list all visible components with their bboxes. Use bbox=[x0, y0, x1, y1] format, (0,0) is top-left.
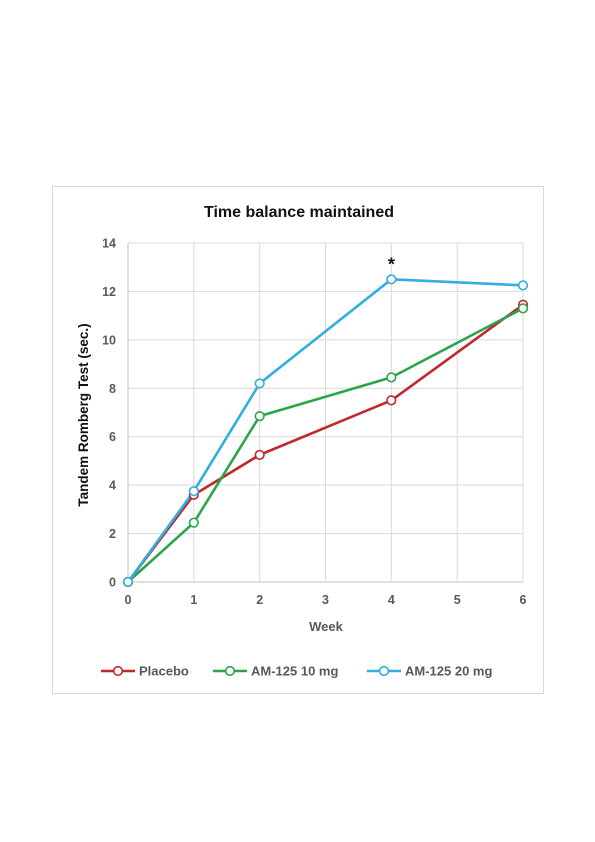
x-tick-label: 0 bbox=[125, 593, 132, 607]
series-point-2 bbox=[188, 486, 199, 497]
y-axis-label: Tandem Romberg Test (sec.) bbox=[76, 323, 91, 506]
series-point-2 bbox=[254, 378, 265, 389]
y-tick-label: 6 bbox=[109, 430, 116, 444]
y-tick-label: 10 bbox=[102, 333, 116, 347]
x-tick-label: 3 bbox=[322, 593, 329, 607]
series-point-0 bbox=[254, 449, 265, 460]
legend-swatch-marker bbox=[378, 665, 390, 677]
legend: Placebo AM-125 10 mg AM-125 20 mg bbox=[101, 664, 492, 679]
legend-label: AM-125 10 mg bbox=[251, 664, 338, 679]
annotation-mark: * bbox=[388, 254, 395, 274]
x-tick-label: 4 bbox=[388, 593, 395, 607]
chart-frame: Time balance maintained 0 2 4 6 8 10 12 14 0 1 2 3 4… bbox=[52, 186, 544, 694]
y-tick-label: 12 bbox=[102, 285, 116, 299]
x-tick-label: 5 bbox=[454, 593, 461, 607]
legend-swatch-marker bbox=[112, 665, 124, 677]
y-tick-label: 8 bbox=[109, 382, 116, 396]
series-point-2 bbox=[517, 280, 529, 291]
x-tick-label: 6 bbox=[520, 593, 527, 607]
series-point-1 bbox=[386, 372, 397, 383]
x-axis-label: Week bbox=[309, 619, 343, 634]
y-tick-label: 0 bbox=[109, 576, 116, 590]
series-point-1 bbox=[254, 411, 265, 422]
chart-title: Time balance maintained bbox=[204, 204, 394, 221]
x-tick-label: 2 bbox=[256, 593, 263, 607]
series-point-2 bbox=[122, 576, 134, 588]
series-point-2 bbox=[386, 274, 397, 285]
legend-label: Placebo bbox=[139, 664, 189, 679]
y-tick-label: 2 bbox=[109, 527, 116, 541]
series-point-0 bbox=[386, 395, 397, 406]
x-tick-label: 1 bbox=[190, 593, 197, 607]
series-point-1 bbox=[188, 517, 199, 528]
series-point-1 bbox=[517, 303, 529, 314]
legend-swatch-marker bbox=[224, 665, 236, 677]
y-tick-label: 4 bbox=[109, 479, 116, 493]
y-tick-label: 14 bbox=[102, 237, 116, 251]
legend-label: AM-125 20 mg bbox=[405, 664, 492, 679]
